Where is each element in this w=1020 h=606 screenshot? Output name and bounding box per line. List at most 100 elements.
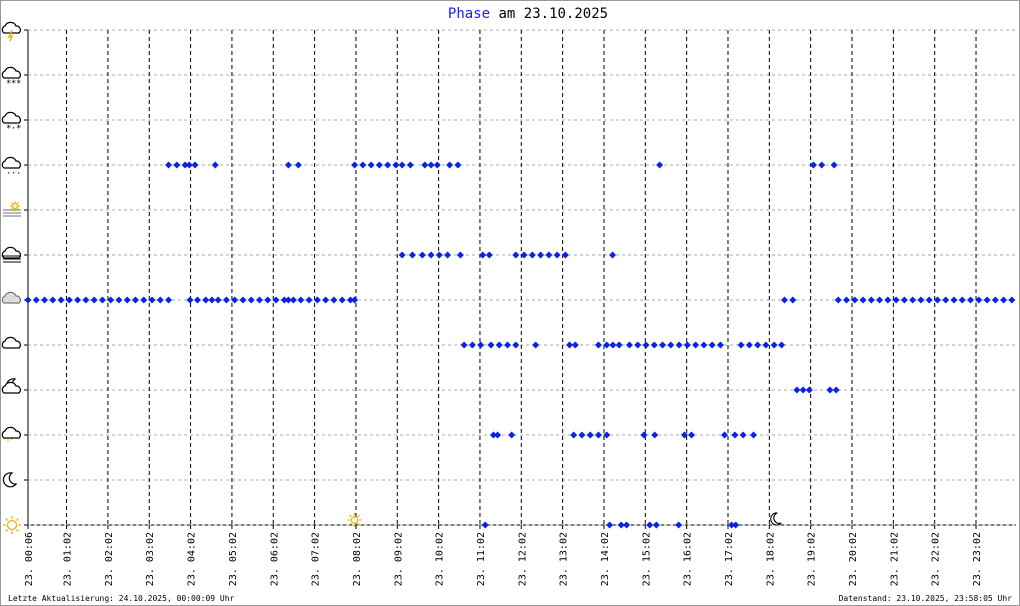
- point: [313, 296, 321, 304]
- point: [181, 161, 189, 169]
- point: [561, 251, 569, 259]
- point: [749, 431, 757, 439]
- point: [24, 296, 32, 304]
- point: [832, 386, 840, 394]
- point: [617, 521, 625, 529]
- phase-icon: * * *: [1, 66, 21, 89]
- cloud: [1, 291, 21, 304]
- point: [479, 251, 487, 259]
- point: [659, 341, 667, 349]
- point: [680, 431, 688, 439]
- point: [90, 296, 98, 304]
- point: [625, 341, 633, 349]
- moon: [2, 472, 18, 488]
- precip: ·: [6, 169, 11, 179]
- point: [193, 296, 201, 304]
- ray: [11, 208, 13, 210]
- cloud: [1, 156, 21, 169]
- y-icons: · · ·* · ** * *: [1, 21, 782, 534]
- point: [512, 341, 520, 349]
- point: [41, 296, 49, 304]
- point: [280, 296, 288, 304]
- precip: *: [6, 79, 11, 89]
- point: [652, 521, 660, 529]
- point: [867, 296, 875, 304]
- point: [732, 521, 740, 529]
- point: [799, 386, 807, 394]
- x-tick-label: 23. 21:02: [889, 532, 900, 586]
- point: [781, 296, 789, 304]
- point: [609, 341, 617, 349]
- x-tick-label: 23. 10:02: [435, 532, 446, 586]
- point: [398, 251, 406, 259]
- point: [650, 341, 658, 349]
- point: [843, 296, 851, 304]
- point: [107, 296, 115, 304]
- x-tick-label: 23. 17:02: [724, 532, 735, 586]
- x-tick-label: 23. 16:02: [683, 532, 694, 586]
- ray: [15, 528, 19, 532]
- point: [284, 161, 292, 169]
- x-tick-label: 23. 03:02: [145, 532, 156, 586]
- ray: [5, 518, 9, 522]
- point: [646, 521, 654, 529]
- point: [367, 161, 375, 169]
- point: [494, 431, 502, 439]
- x-tick-label: 23. 01:02: [63, 532, 74, 586]
- point: [603, 341, 611, 349]
- point: [435, 251, 443, 259]
- phase-icon: · · ·: [1, 156, 21, 179]
- x-tick-label: 23. 05:02: [228, 532, 239, 586]
- point: [123, 296, 131, 304]
- point: [793, 386, 801, 394]
- cloud: [1, 426, 21, 439]
- sunrise-marker: [347, 513, 362, 527]
- point: [651, 431, 659, 439]
- footer-left: Letzte Aktualisierung: 24.10.2025, 00:00…: [8, 594, 235, 603]
- point: [98, 296, 106, 304]
- point: [687, 431, 695, 439]
- point: [247, 296, 255, 304]
- x-tick-label: 23. 18:02: [765, 532, 776, 586]
- point: [74, 296, 82, 304]
- point: [754, 341, 762, 349]
- x-tick-label: 23. 00:06: [24, 532, 35, 586]
- x-tick-label: 23. 06:02: [269, 532, 280, 586]
- point: [830, 161, 838, 169]
- point: [508, 431, 516, 439]
- precip: *: [6, 124, 11, 134]
- point: [165, 296, 173, 304]
- point: [683, 341, 691, 349]
- point: [967, 296, 975, 304]
- precip: *: [11, 79, 16, 89]
- phase-icon: [1, 21, 21, 42]
- point: [49, 296, 57, 304]
- point: [140, 296, 148, 304]
- point: [851, 296, 859, 304]
- x-tick-label: 23. 09:02: [393, 532, 404, 586]
- title-prefix: Phase: [448, 6, 490, 22]
- x-tick-label: 23. 15:02: [641, 532, 652, 586]
- point: [264, 296, 272, 304]
- point: [512, 251, 520, 259]
- point: [456, 251, 464, 259]
- point: [214, 296, 222, 304]
- sun-disc: [11, 202, 19, 210]
- point: [818, 161, 826, 169]
- point: [32, 296, 40, 304]
- ray: [357, 522, 360, 526]
- point: [809, 161, 817, 169]
- point: [489, 431, 497, 439]
- point: [186, 296, 194, 304]
- x-tick-label: 23. 14:02: [600, 532, 611, 586]
- point: [656, 161, 664, 169]
- point: [728, 521, 736, 529]
- ray: [15, 518, 19, 522]
- precip: *: [16, 79, 21, 89]
- point: [255, 296, 263, 304]
- point: [991, 296, 999, 304]
- point: [1008, 296, 1016, 304]
- ray: [349, 522, 352, 526]
- point: [191, 161, 199, 169]
- phase-icon: [3, 516, 21, 534]
